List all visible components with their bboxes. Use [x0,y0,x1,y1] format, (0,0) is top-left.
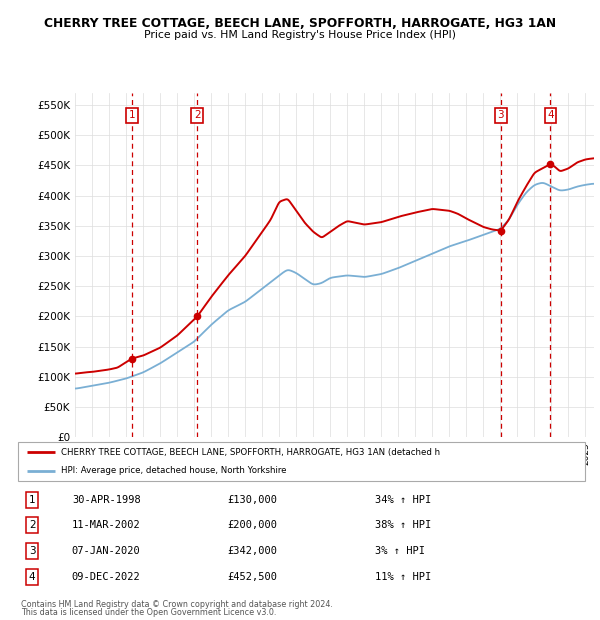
Text: £200,000: £200,000 [228,520,278,529]
Text: This data is licensed under the Open Government Licence v3.0.: This data is licensed under the Open Gov… [21,608,277,618]
Text: 11-MAR-2002: 11-MAR-2002 [72,520,140,529]
Text: 1: 1 [128,110,135,120]
Text: 3: 3 [497,110,504,120]
Text: 3: 3 [29,546,35,556]
Text: CHERRY TREE COTTAGE, BEECH LANE, SPOFFORTH, HARROGATE, HG3 1AN (detached h: CHERRY TREE COTTAGE, BEECH LANE, SPOFFOR… [61,448,440,457]
Text: 38% ↑ HPI: 38% ↑ HPI [375,520,431,529]
Text: £342,000: £342,000 [228,546,278,556]
Text: 09-DEC-2022: 09-DEC-2022 [72,572,140,582]
Text: 2: 2 [194,110,200,120]
Text: Contains HM Land Registry data © Crown copyright and database right 2024.: Contains HM Land Registry data © Crown c… [21,600,333,609]
Text: Price paid vs. HM Land Registry's House Price Index (HPI): Price paid vs. HM Land Registry's House … [144,30,456,40]
Text: 3% ↑ HPI: 3% ↑ HPI [375,546,425,556]
Text: CHERRY TREE COTTAGE, BEECH LANE, SPOFFORTH, HARROGATE, HG3 1AN: CHERRY TREE COTTAGE, BEECH LANE, SPOFFOR… [44,17,556,30]
FancyBboxPatch shape [18,442,585,481]
Text: 30-APR-1998: 30-APR-1998 [72,495,140,505]
Text: 11% ↑ HPI: 11% ↑ HPI [375,572,431,582]
Text: 1: 1 [29,495,35,505]
Text: 07-JAN-2020: 07-JAN-2020 [72,546,140,556]
Text: £452,500: £452,500 [228,572,278,582]
Text: 2: 2 [29,520,35,529]
Text: 4: 4 [29,572,35,582]
Text: 34% ↑ HPI: 34% ↑ HPI [375,495,431,505]
Text: HPI: Average price, detached house, North Yorkshire: HPI: Average price, detached house, Nort… [61,466,286,476]
Text: £130,000: £130,000 [228,495,278,505]
Text: 4: 4 [547,110,554,120]
